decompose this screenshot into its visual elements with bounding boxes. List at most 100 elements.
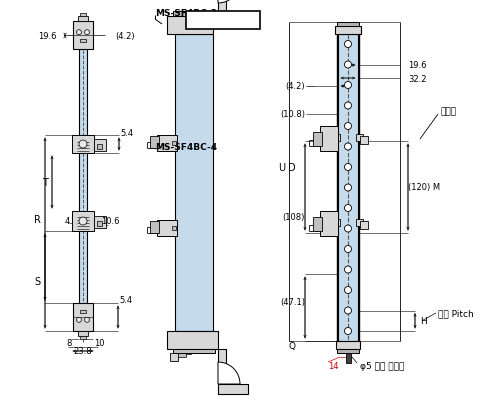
Bar [170, 353, 178, 361]
Text: (4.2): (4.2) [285, 82, 305, 91]
Text: S: S [34, 276, 40, 286]
Text: (120) M: (120) M [408, 183, 440, 192]
Bar [186, 12, 260, 30]
Bar [356, 220, 363, 227]
Text: 10.6: 10.6 [101, 217, 119, 226]
Circle shape [344, 225, 351, 232]
Text: H: H [420, 317, 427, 326]
Text: MS-SF4BC-2: MS-SF4BC-2 [155, 9, 217, 18]
Bar [167, 331, 218, 349]
Bar [360, 137, 368, 145]
Circle shape [344, 62, 351, 69]
Text: (4.2): (4.2) [115, 31, 135, 40]
Bar [73, 22, 93, 50]
Text: D: D [288, 163, 296, 173]
Bar [80, 14, 86, 17]
Circle shape [84, 31, 90, 36]
Text: 광축 Pitch: 광축 Pitch [438, 309, 474, 318]
Bar [80, 310, 86, 313]
Circle shape [344, 205, 351, 212]
Bar [218, 0, 226, 17]
Circle shape [344, 266, 351, 273]
Bar [313, 218, 322, 231]
Circle shape [76, 31, 81, 36]
Circle shape [344, 246, 351, 253]
Text: U: U [278, 163, 286, 173]
Text: (47.1): (47.1) [280, 298, 305, 307]
Circle shape [76, 317, 81, 323]
Bar [79, 35, 87, 334]
Text: 19.6: 19.6 [39, 32, 57, 41]
Circle shape [344, 307, 351, 314]
Bar [72, 136, 94, 154]
Wedge shape [218, 362, 240, 384]
Bar [157, 220, 177, 236]
Bar [337, 23, 359, 27]
Bar [172, 142, 176, 146]
Bar [346, 353, 351, 363]
Bar [80, 40, 86, 43]
Circle shape [79, 141, 87, 148]
Bar [173, 349, 215, 353]
Bar [333, 135, 340, 142]
Bar [335, 27, 361, 35]
Wedge shape [218, 0, 240, 4]
Bar [150, 137, 159, 148]
Bar [320, 127, 338, 152]
Text: 투광기: 투광기 [210, 14, 236, 28]
Text: R: R [33, 214, 41, 225]
Circle shape [84, 317, 90, 323]
Bar [360, 221, 368, 229]
Bar [97, 145, 102, 150]
Circle shape [344, 144, 351, 151]
Text: 23.8: 23.8 [74, 347, 92, 356]
Bar [175, 35, 213, 331]
Bar [337, 349, 359, 353]
Bar [94, 139, 106, 152]
Text: 5.4: 5.4 [121, 128, 134, 137]
Text: Q: Q [288, 342, 295, 351]
Circle shape [344, 103, 351, 110]
Text: (108): (108) [283, 213, 305, 222]
Circle shape [344, 82, 351, 89]
Text: 32.2: 32.2 [408, 74, 426, 83]
Text: φ5 회색 케이블: φ5 회색 케이블 [360, 362, 404, 371]
Bar [73, 303, 93, 331]
Circle shape [344, 123, 351, 130]
Text: 19.6: 19.6 [408, 61, 426, 70]
Bar [320, 211, 338, 236]
Circle shape [344, 328, 351, 335]
Circle shape [344, 164, 351, 171]
Bar [172, 227, 176, 230]
Bar [173, 12, 215, 17]
Bar [78, 17, 88, 22]
Bar [157, 136, 177, 152]
Text: 8: 8 [66, 339, 72, 348]
Bar [80, 336, 86, 339]
Text: 검출폭: 검출폭 [440, 107, 456, 116]
Bar [186, 349, 191, 354]
Bar [78, 331, 88, 336]
Bar [97, 221, 102, 227]
Bar [94, 216, 106, 229]
Polygon shape [167, 17, 218, 35]
Bar [218, 349, 226, 384]
Bar [336, 341, 360, 349]
Bar [333, 220, 340, 227]
Text: (10.8): (10.8) [280, 110, 305, 119]
Bar [178, 353, 186, 357]
Text: 10: 10 [94, 339, 104, 348]
Bar [338, 35, 358, 341]
Text: 14: 14 [328, 362, 339, 371]
Text: MS-SF4BC-4: MS-SF4BC-4 [155, 142, 217, 151]
Circle shape [79, 218, 87, 225]
Text: 5.4: 5.4 [120, 296, 133, 305]
Circle shape [344, 184, 351, 191]
Circle shape [344, 287, 351, 294]
Bar [356, 135, 363, 142]
Bar [72, 211, 94, 231]
Bar [150, 221, 159, 234]
Text: 4: 4 [64, 217, 70, 226]
Bar [218, 384, 248, 394]
Circle shape [344, 41, 351, 48]
